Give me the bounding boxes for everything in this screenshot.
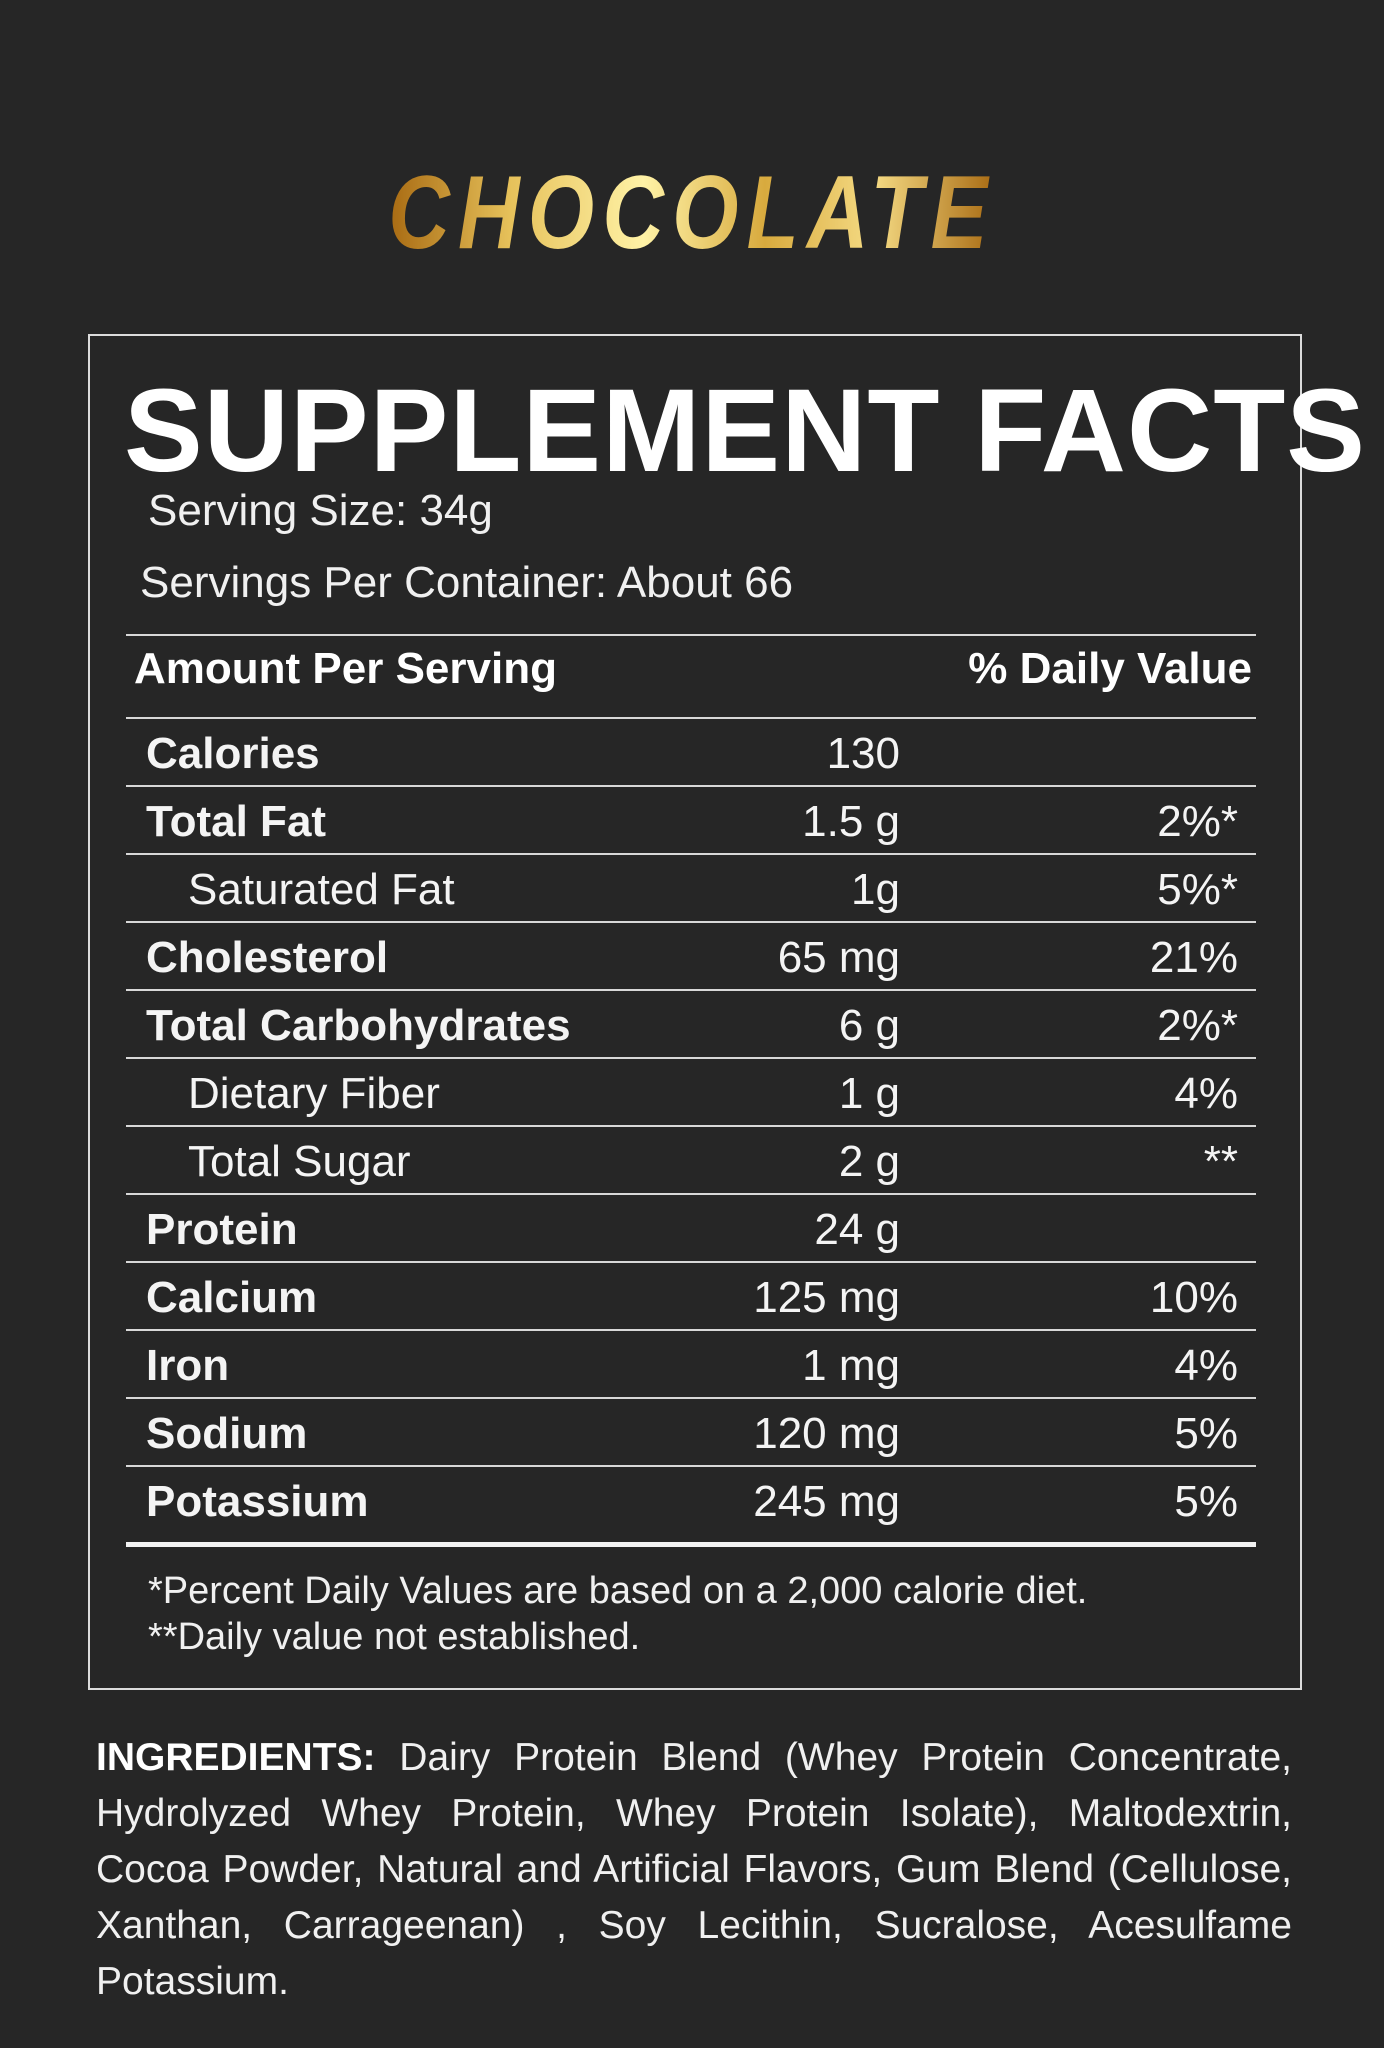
nutrient-amount: 65 mg: [777, 933, 900, 982]
nutrient-row-total-fat: Total Fat 1.5 g 2%*: [126, 787, 1256, 855]
nutrient-amount: 24 g: [814, 1205, 900, 1254]
nutrient-daily-value: 10%: [1149, 1273, 1238, 1322]
nutrient-name: Sodium: [146, 1409, 308, 1458]
amount-per-serving-header: Amount Per Serving: [134, 644, 557, 693]
nutrient-daily-value: 4%: [1174, 1341, 1238, 1390]
nutrient-amount: 1 mg: [802, 1341, 900, 1390]
nutrient-row-calories: Calories 130: [126, 719, 1256, 787]
nutrient-name: Calories: [146, 729, 320, 778]
nutrient-amount: 120 mg: [753, 1409, 900, 1458]
nutrient-amount: 245 mg: [753, 1477, 900, 1526]
header-bottom-rule: [126, 717, 1256, 719]
nutrient-row-saturated-fat: Saturated Fat 1g 5%*: [126, 855, 1256, 923]
daily-value-header: % Daily Value: [968, 644, 1252, 693]
nutrient-amount: 1.5 g: [802, 797, 900, 846]
nutrient-name: Potassium: [146, 1477, 369, 1526]
footnote-daily-values: *Percent Daily Values are based on a 2,0…: [148, 1570, 1088, 1612]
ingredients-label: INGREDIENTS:: [96, 1736, 376, 1779]
nutrient-daily-value: 5%: [1174, 1477, 1238, 1526]
nutrient-table: Calories 130 Total Fat 1.5 g 2%* Saturat…: [126, 719, 1256, 1535]
servings-per-container: Servings Per Container: About 66: [140, 558, 794, 607]
nutrient-row-protein: Protein 24 g: [126, 1195, 1256, 1263]
nutrient-daily-value: 4%: [1174, 1069, 1238, 1118]
nutrient-name: Total Sugar: [188, 1137, 411, 1186]
nutrient-row-dietary-fiber: Dietary Fiber 1 g 4%: [126, 1059, 1256, 1127]
nutrient-name: Cholesterol: [146, 933, 389, 982]
supplement-facts-panel: SUPPLEMENT FACTS Serving Size: 34g Servi…: [88, 334, 1366, 1690]
serving-size: Serving Size: 34g: [148, 486, 493, 535]
nutrient-daily-value: 2%*: [1157, 1001, 1238, 1050]
footnote-not-established: **Daily value not established.: [148, 1616, 641, 1658]
nutrient-amount: 1 g: [838, 1069, 900, 1118]
flavor-title-text: CHOCOLATE: [388, 155, 996, 271]
nutrient-name: Total Fat: [146, 797, 327, 846]
ingredients-text: Dairy Protein Blend (Whey Protein Concen…: [96, 1736, 1293, 2003]
nutrient-name: Calcium: [146, 1273, 318, 1322]
flavor-title: CHOCOLATE: [125, 148, 1260, 278]
nutrient-name: Protein: [146, 1205, 298, 1254]
nutrient-row-total-sugar: Total Sugar 2 g **: [126, 1127, 1256, 1195]
nutrient-name: Iron: [146, 1341, 230, 1390]
supplement-facts-title: SUPPLEMENT FACTS: [124, 365, 1366, 497]
nutrient-daily-value: 2%*: [1157, 797, 1238, 846]
nutrient-daily-value: 5%: [1174, 1409, 1238, 1458]
nutrient-name: Dietary Fiber: [188, 1069, 440, 1118]
footnotes: *Percent Daily Values are based on a 2,0…: [148, 1568, 1087, 1660]
nutrient-row-sodium: Sodium 120 mg 5%: [126, 1399, 1256, 1467]
ingredients-block: INGREDIENTS: Dairy Protein Blend (Whey P…: [96, 1730, 1292, 2010]
nutrient-amount: 130: [826, 729, 900, 778]
nutrient-name: Saturated Fat: [188, 865, 455, 914]
nutrient-daily-value: 21%: [1149, 933, 1238, 982]
nutrient-amount: 1g: [851, 865, 900, 914]
nutrient-name: Total Carbohydrates: [146, 1001, 571, 1050]
header-top-rule: [126, 634, 1256, 636]
nutrient-row-calcium: Calcium 125 mg 10%: [126, 1263, 1256, 1331]
nutrient-daily-value: **: [1203, 1137, 1238, 1186]
nutrient-row-total-carbohydrates: Total Carbohydrates 6 g 2%*: [126, 991, 1256, 1059]
nutrient-row-iron: Iron 1 mg 4%: [126, 1331, 1256, 1399]
nutrient-amount: 6 g: [838, 1001, 900, 1050]
nutrient-amount: 125 mg: [753, 1273, 900, 1322]
nutrient-row-potassium: Potassium 245 mg 5%: [126, 1467, 1256, 1535]
nutrient-row-cholesterol: Cholesterol 65 mg 21%: [126, 923, 1256, 991]
table-bottom-rule: [126, 1542, 1256, 1547]
nutrient-amount: 2 g: [838, 1137, 900, 1186]
nutrient-daily-value: 5%*: [1157, 865, 1238, 914]
